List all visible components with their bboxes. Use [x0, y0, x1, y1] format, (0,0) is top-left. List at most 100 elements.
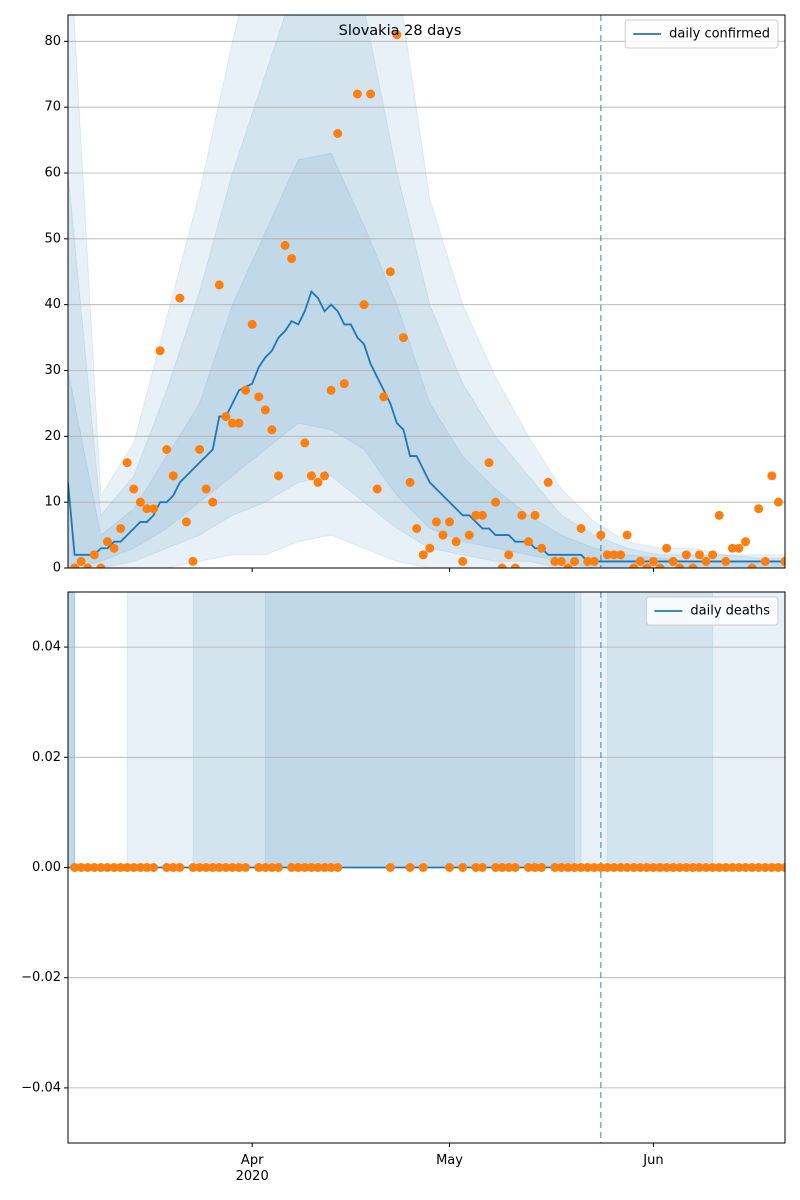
point: [556, 556, 566, 566]
point: [122, 458, 132, 468]
point: [747, 563, 757, 568]
y-tick-label: 0.04: [32, 640, 61, 655]
point: [195, 863, 205, 872]
point: [385, 267, 395, 277]
point: [523, 863, 533, 872]
point: [668, 863, 678, 872]
point: [287, 863, 297, 872]
point: [635, 556, 645, 566]
point: [662, 543, 672, 553]
point: [122, 863, 132, 872]
point: [675, 863, 685, 872]
point: [181, 517, 191, 527]
point: [662, 863, 672, 872]
point: [306, 471, 316, 481]
point: [96, 863, 106, 872]
point: [425, 543, 435, 553]
y-tick-label: 10: [44, 495, 61, 510]
point: [721, 556, 731, 566]
point: [260, 863, 270, 872]
point: [405, 863, 415, 872]
point: [214, 863, 224, 872]
point: [741, 537, 751, 547]
point: [241, 385, 251, 395]
point: [570, 863, 580, 872]
point: [635, 863, 645, 872]
point: [458, 863, 468, 872]
point: [116, 863, 126, 872]
point: [773, 497, 783, 507]
legend: daily confirmed: [624, 19, 779, 49]
axes: [68, 15, 785, 568]
y-tick-label: 80: [44, 34, 61, 49]
point: [227, 863, 237, 872]
y-tick-label: −0.02: [21, 970, 61, 985]
point: [471, 510, 481, 520]
point: [431, 517, 441, 527]
point: [767, 471, 777, 481]
y-tick-label: 0: [53, 561, 61, 576]
legend-box: [624, 19, 779, 49]
point: [609, 550, 619, 560]
point: [451, 537, 461, 547]
point: [648, 863, 658, 872]
legend-label: daily confirmed: [669, 27, 770, 42]
point: [576, 524, 586, 533]
point: [162, 445, 172, 454]
point: [445, 863, 455, 872]
point: [616, 550, 626, 560]
point: [149, 863, 159, 872]
point: [333, 863, 343, 872]
point: [135, 497, 145, 507]
point: [477, 510, 487, 520]
point: [405, 477, 415, 487]
point: [116, 524, 126, 533]
point: [530, 510, 540, 520]
point: [517, 510, 527, 520]
point: [333, 129, 343, 138]
point: [175, 293, 185, 303]
x-tick-label: Apr 2020: [235, 1153, 269, 1184]
point: [201, 484, 211, 494]
point: [688, 863, 698, 872]
point: [477, 863, 487, 872]
point: [734, 543, 744, 553]
point: [556, 863, 566, 872]
point: [445, 517, 455, 527]
point: [510, 563, 520, 568]
point: [135, 863, 145, 872]
band: [68, 15, 785, 568]
point: [109, 543, 119, 553]
point: [70, 863, 80, 872]
point: [129, 484, 139, 494]
point: [418, 550, 428, 560]
point: [510, 863, 520, 872]
point: [366, 89, 376, 99]
point: [313, 477, 323, 487]
point: [570, 556, 580, 566]
point: [589, 863, 599, 872]
point: [168, 471, 178, 481]
point: [504, 550, 514, 560]
y-tick-label: 70: [44, 100, 61, 115]
chart-title: Slovakia 28 days: [339, 23, 462, 39]
point: [655, 563, 665, 568]
point: [287, 254, 297, 264]
point: [195, 445, 205, 454]
point: [767, 863, 777, 872]
legend: daily deaths: [645, 596, 779, 626]
point: [96, 563, 106, 568]
point: [484, 458, 494, 468]
point: [214, 280, 224, 290]
point: [537, 863, 547, 872]
point: [550, 556, 560, 566]
point: [497, 563, 507, 568]
point: [530, 863, 540, 872]
point: [76, 556, 86, 566]
point: [313, 863, 323, 872]
point: [721, 863, 731, 872]
point: [398, 333, 408, 343]
point: [464, 530, 474, 540]
